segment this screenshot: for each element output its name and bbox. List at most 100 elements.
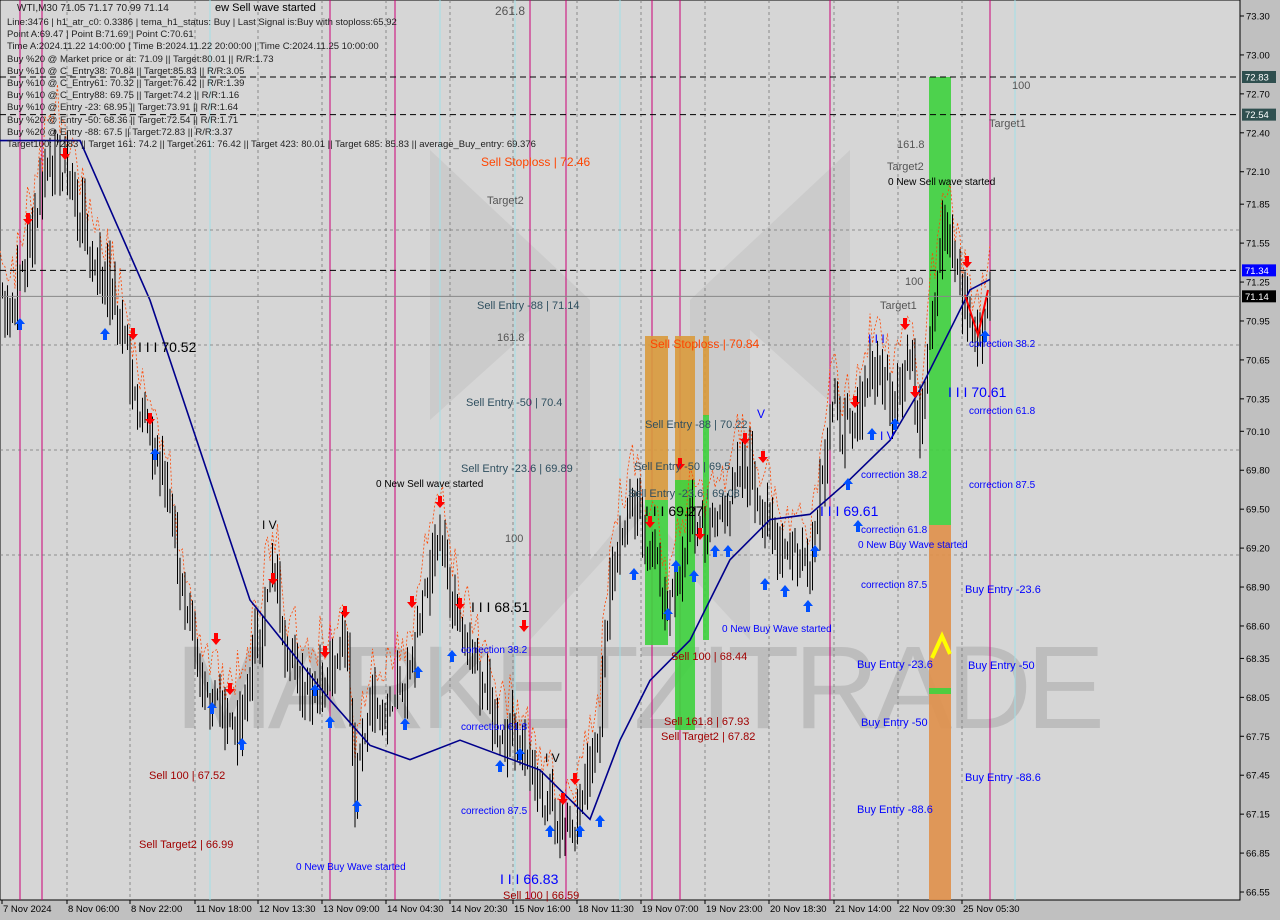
chart-annotation: Sell Stoploss | 70.84: [650, 337, 760, 351]
sell-arrow-icon: [558, 793, 568, 805]
chart-annotation: Target1: [880, 300, 917, 312]
y-axis: [1241, 0, 1280, 920]
yellow-marker: [930, 631, 952, 659]
chart-annotation: Sell Entry -88 | 70.22: [645, 419, 748, 431]
chart-annotation: Target2: [487, 195, 524, 207]
chart-annotation: Sell Entry -88 | 71.14: [477, 300, 580, 312]
y-tick-label: 68.90: [1246, 583, 1270, 594]
y-tick-label: 69.80: [1246, 466, 1270, 477]
sell-arrow-icon: [900, 318, 910, 330]
buy-arrow-icon: [663, 608, 673, 620]
y-tick-label: 67.15: [1246, 810, 1270, 821]
chart-annotation: correction 61.8: [461, 722, 528, 733]
chart-annotation: I I I 69.61: [820, 503, 879, 519]
y-tick-label: 72.70: [1246, 89, 1270, 100]
y-tick-label: 70.95: [1246, 316, 1270, 327]
chart-annotation: Target1: [989, 118, 1026, 130]
buy-arrow-icon: [810, 545, 820, 557]
sell-arrow-icon: [407, 596, 417, 608]
sell-arrow-icon: [758, 451, 768, 463]
buy-arrow-icon: [545, 825, 555, 837]
price-level-label: 72.83: [1245, 72, 1269, 83]
signal-zone: [675, 480, 695, 730]
buy-arrow-icon: [150, 448, 160, 460]
chart-annotation: 100: [505, 533, 523, 545]
price-level-label: 71.14: [1245, 292, 1269, 303]
sell-arrow-icon: [570, 773, 580, 785]
chart-annotation: I V: [545, 751, 560, 765]
buy-arrow-icon: [760, 578, 770, 590]
chart-annotation: correction 87.5: [861, 580, 928, 591]
chart-annotation: 0 New Buy Wave started: [858, 540, 968, 551]
info-line: Buy %10 @ Entry -23: 68.95 || Target:73.…: [7, 102, 239, 114]
buy-arrow-icon: [400, 718, 410, 730]
sell-arrow-icon: [128, 328, 138, 340]
y-tick-label: 70.10: [1246, 427, 1270, 438]
buy-arrow-icon: [15, 318, 25, 330]
chart-annotation: 0 New Buy Wave started: [296, 862, 406, 873]
buy-arrow-icon: [495, 760, 505, 772]
sell-arrow-icon: [225, 683, 235, 695]
chart-annotation: correction 38.2: [461, 645, 528, 656]
y-tick-label: 72.40: [1246, 128, 1270, 139]
chart-annotation: Sell Entry -23.6 | 69.08: [628, 488, 740, 500]
chart-annotation: Sell Target2 | 66.99: [139, 839, 233, 851]
y-tick-label: 73.30: [1246, 12, 1270, 23]
wave-line: [964, 289, 989, 339]
chart-annotation: I V: [262, 518, 277, 532]
buy-arrow-icon: [575, 825, 585, 837]
signal-zone: [703, 336, 709, 416]
buy-arrow-icon: [853, 520, 863, 532]
x-tick-label: 25 Nov 05:30: [963, 904, 1020, 915]
chart-annotation: Sell Entry -50 | 70.4: [466, 397, 562, 409]
buy-arrow-icon: [352, 800, 362, 812]
y-tick-label: 71.25: [1246, 278, 1270, 289]
info-line: Target100: 72.83 || Target 161: 74.2 || …: [7, 139, 536, 150]
y-tick-label: 66.55: [1246, 888, 1270, 899]
x-tick-label: 19 Nov 23:00: [706, 904, 763, 915]
price-level-tag: [1242, 70, 1276, 83]
y-tick-label: 73.00: [1246, 50, 1270, 61]
signal-zone: [703, 415, 709, 640]
signal-zone: [675, 336, 695, 516]
price-level-tag: [1242, 290, 1276, 303]
chart-annotation: I I I 68.51: [471, 599, 530, 615]
sell-arrow-icon: [455, 598, 465, 610]
buy-arrow-icon: [100, 328, 110, 340]
chart-annotation: correction 87.5: [461, 806, 528, 817]
sell-arrow-icon: [675, 458, 685, 470]
sell-arrow-icon: [850, 396, 860, 408]
signal-zone: [929, 688, 951, 694]
info-line: Buy %20 @ Market price or at: 71.09 || T…: [7, 53, 274, 65]
buy-arrow-icon: [723, 545, 733, 557]
sell-arrow-icon: [320, 646, 330, 658]
signal-zone: [929, 525, 951, 900]
chart-annotation: 161.8: [897, 139, 925, 151]
chart-annotation: Buy Entry -23.6: [857, 659, 933, 671]
chart-annotation: 0 New Sell wave started: [888, 177, 995, 188]
chart-annotation: I I I 69.27: [645, 503, 704, 519]
chart-annotation: 0 New Sell wave started: [376, 479, 483, 490]
y-tick-label: 70.65: [1246, 355, 1270, 366]
y-tick-label: 71.55: [1246, 239, 1270, 250]
y-tick-label: 70.35: [1246, 394, 1270, 405]
chart-annotation: correction 61.8: [861, 525, 928, 536]
sell-arrow-icon: [268, 573, 278, 585]
chart-annotation: Sell Stoploss | 72.46: [481, 155, 591, 169]
buy-arrow-icon: [671, 560, 681, 572]
y-tick-label: 72.10: [1246, 167, 1270, 178]
chart-annotation: Buy Entry -50: [861, 717, 928, 729]
chart-annotation: Sell 100 | 66.59: [503, 890, 579, 902]
y-tick-label: 68.35: [1246, 654, 1270, 665]
price-level-label: 71.34: [1245, 266, 1269, 277]
price-level-tag: [1242, 264, 1276, 277]
x-tick-label: 8 Nov 06:00: [68, 904, 119, 915]
x-tick-label: 13 Nov 09:00: [323, 904, 380, 915]
buy-arrow-icon: [207, 702, 217, 714]
x-tick-label: 14 Nov 20:30: [451, 904, 508, 915]
price-level-tag: [1242, 108, 1276, 121]
y-tick-label: 71.85: [1246, 200, 1270, 211]
chart-annotation: 261.8: [495, 4, 525, 18]
chart-annotation: I V: [880, 429, 895, 443]
